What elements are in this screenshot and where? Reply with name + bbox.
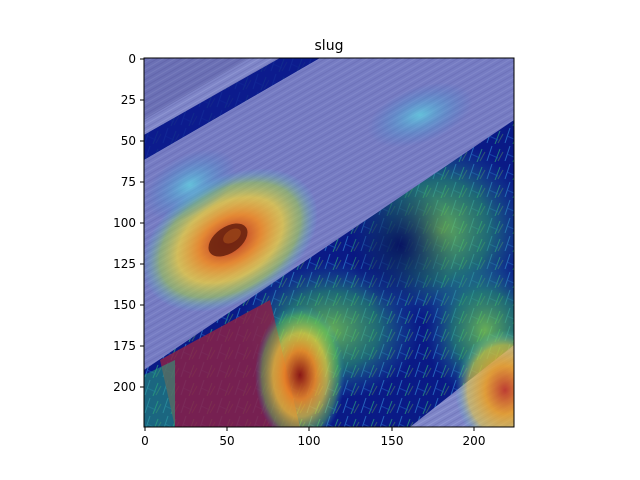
y-tick-label: 100 xyxy=(113,216,136,230)
y-tick-label: 200 xyxy=(113,380,136,394)
y-tick-label: 0 xyxy=(128,52,136,66)
y-tick-label: 150 xyxy=(113,298,136,312)
y-tick-label: 125 xyxy=(113,257,136,271)
y-tick-label: 75 xyxy=(121,175,136,189)
heatmap-image xyxy=(144,58,514,427)
x-tick-label: 50 xyxy=(219,434,234,448)
x-tick-label: 150 xyxy=(381,434,404,448)
figure-title: slug xyxy=(315,38,344,54)
y-tick-label: 175 xyxy=(113,339,136,353)
y-axis: 0 25 50 75 100 125 150 175 200 xyxy=(113,52,144,394)
y-tick-label: 50 xyxy=(121,134,136,148)
axes-frame xyxy=(143,57,515,428)
x-tick-label: 200 xyxy=(463,434,486,448)
y-tick-label: 25 xyxy=(121,93,136,107)
x-tick-label: 0 xyxy=(141,434,149,448)
x-tick-label: 100 xyxy=(298,434,321,448)
x-axis: 0 50 100 150 200 xyxy=(141,427,485,448)
